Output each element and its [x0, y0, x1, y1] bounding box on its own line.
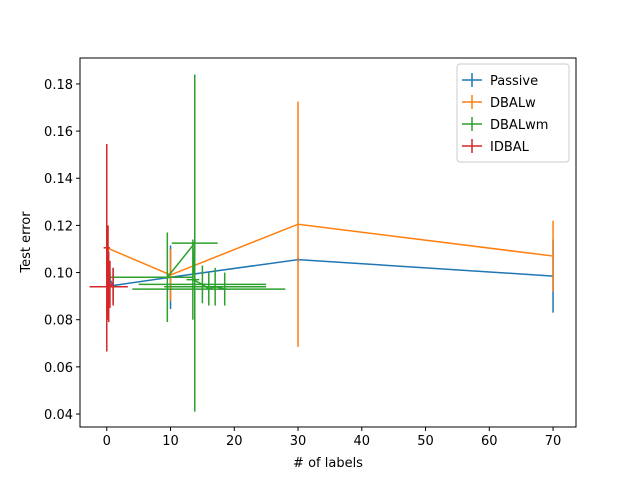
y-tick-label: 0.06	[44, 361, 73, 376]
y-tick-label: 0.14	[44, 172, 73, 187]
x-tick-label: 70	[545, 434, 562, 449]
legend-label: IDBAL	[490, 140, 530, 155]
series-line	[106, 258, 554, 287]
x-tick-label: 40	[354, 434, 371, 449]
y-tick-label: 0.16	[44, 125, 73, 140]
y-axis-label: Test error	[19, 211, 34, 274]
x-tick-label: 30	[290, 434, 307, 449]
y-tick-label: 0.10	[44, 267, 73, 282]
series-line	[106, 223, 554, 276]
plot-frame	[79, 57, 577, 428]
x-tick-label: 50	[417, 434, 434, 449]
x-tick-label: 20	[226, 434, 243, 449]
x-tick-label: 0	[103, 434, 111, 449]
y-tick-label: 0.08	[44, 314, 73, 329]
legend-label: Passive	[490, 74, 538, 89]
legend-box	[456, 63, 570, 163]
y-tick-label: 0.18	[44, 78, 73, 93]
legend-label: DBALw	[490, 96, 536, 111]
x-tick-label: 60	[481, 434, 498, 449]
y-tick-label: 0.12	[44, 219, 73, 234]
legend-label: DBALwm	[490, 118, 548, 133]
y-tick-label: 0.04	[44, 408, 73, 423]
x-axis-label: # of labels	[293, 456, 363, 471]
x-tick-label: 10	[162, 434, 179, 449]
